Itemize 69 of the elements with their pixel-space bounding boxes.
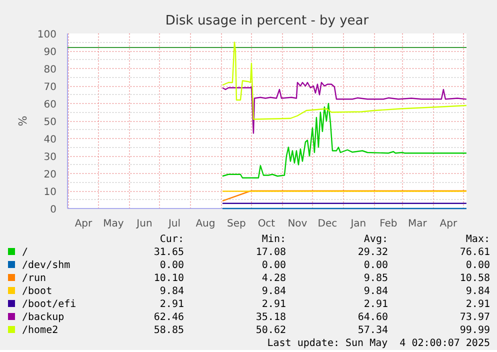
y-tick-label: 60	[44, 100, 57, 110]
y-tick-label: 0	[50, 204, 57, 216]
line-series	[222, 42, 468, 120]
text: 35.18	[254, 312, 286, 323]
text: 50.62	[254, 325, 286, 336]
text: Cur:	[158, 234, 184, 245]
x-tick-label: Apr	[440, 218, 458, 230]
text: 73.97	[458, 312, 490, 323]
text: 10.58	[458, 273, 490, 284]
y-axis-title: %	[16, 116, 30, 126]
text: 0.00	[362, 260, 388, 271]
text: 2.91	[362, 299, 388, 310]
text: 0.00	[158, 260, 184, 271]
legend-label: /boot	[22, 286, 54, 297]
text: 17.08	[254, 247, 286, 258]
line-series	[222, 102, 468, 178]
y-tick-label: 10	[44, 187, 57, 198]
text: 9.84	[158, 286, 184, 297]
text: 2.91	[464, 299, 490, 310]
x-tick-label: Jun	[136, 218, 152, 230]
x-tick-label: May	[103, 218, 124, 230]
x-tick-label: Sep	[227, 218, 246, 230]
x-tick-label: Dec	[318, 218, 338, 230]
legend-label: /boot/efi	[22, 299, 78, 310]
x-tick-label: Aug	[196, 218, 216, 230]
text: 99.99	[458, 325, 490, 336]
text: 31.65	[152, 247, 184, 258]
text: Avg:	[362, 234, 388, 245]
y-tick-label: 20	[44, 170, 57, 180]
text: 9.84	[260, 286, 286, 297]
y-tick-label: 70	[44, 82, 57, 93]
text: 58.85	[152, 325, 184, 336]
text: 76.61	[458, 247, 490, 258]
text: 29.32	[356, 247, 388, 258]
text: Min:	[260, 234, 286, 245]
text: 9.85	[362, 273, 388, 284]
x-tick-label: Apr	[74, 218, 94, 230]
y-tick-label: 40	[44, 134, 57, 146]
y-tick-label: 50	[44, 117, 57, 128]
text: 9.84	[464, 286, 490, 297]
y-tick-label: 100	[37, 30, 57, 40]
text: 62.46	[152, 312, 184, 323]
legend-label: /home2	[22, 325, 60, 336]
text: 4.28	[260, 273, 286, 284]
text: 57.34	[356, 325, 388, 336]
x-tick-label: Oct	[258, 218, 276, 230]
line-series	[222, 82, 468, 134]
y-tick-label: 80	[44, 64, 57, 76]
text: 2.91	[158, 299, 184, 310]
text: 0.00	[260, 260, 286, 271]
legend-label: /	[22, 247, 30, 258]
text: 0.00	[464, 260, 490, 271]
x-tick-label: Feb	[380, 218, 398, 230]
chart-title: Disk usage in percent - by year	[165, 14, 370, 28]
legend-label: /dev/shm	[22, 260, 72, 271]
text: 10.10	[152, 273, 184, 284]
x-tick-label: Nov	[288, 218, 308, 230]
y-tick-label: 90	[44, 47, 57, 58]
legend-label: /backup	[22, 312, 66, 323]
y-tick-label: 30	[44, 152, 57, 163]
text: 64.60	[356, 312, 388, 323]
text: 2.91	[260, 299, 286, 310]
text: Last update: Sun May 4 02:00:07 2025	[266, 338, 490, 349]
text: Max:	[464, 234, 490, 245]
x-tick-label: Mar	[408, 218, 428, 230]
legend-label: /run	[22, 273, 48, 284]
x-tick-label: Jul	[167, 218, 181, 230]
x-tick-label: Jan	[350, 218, 366, 230]
text: 9.84	[362, 286, 388, 297]
